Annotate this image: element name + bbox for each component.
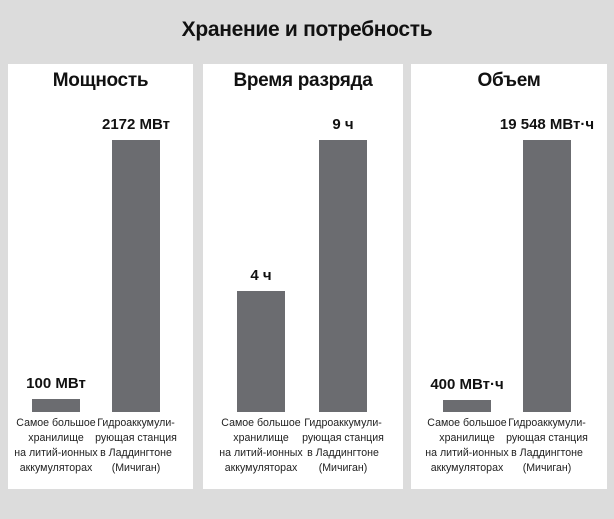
chart-panel-1: Мощность 100 МВт Самое большое хранилище н… [8,64,193,489]
category-label: Самое большое хранилище на литий-ионных … [14,417,98,474]
panel-title: Мощность [52,70,149,91]
category-label: Самое большое хранилище на литий-ионных … [425,417,509,474]
chart-title: Хранение и потребность [181,18,433,41]
data-label: 100 МВт [26,375,86,393]
category-label: Гидроаккумули- рующая станция в Ладдингт… [302,417,384,474]
bar-1 [32,399,80,412]
data-label: 2172 МВт [101,116,170,133]
data-label: 19 548 МВт·ч [499,116,595,133]
bar-1 [237,291,285,412]
category-label: Самое большое хранилище на литий-ионных … [219,417,303,474]
bar-2 [319,140,367,412]
category-label: Гидроаккумули- рующая станция в Ладдингт… [95,417,177,474]
chart-panel-3: Объем 400 МВт·ч Самое большое хранилище на… [411,64,607,489]
bar-2 [523,140,571,412]
data-label: 9 ч [332,116,354,133]
data-label: 4 ч [250,267,272,285]
bar-2 [112,140,160,412]
panel-title: Объем [477,70,541,91]
panel-title: Время разряда [233,70,373,91]
category-label: Гидроаккумули- рующая станция в Ладдингт… [506,417,588,474]
data-label: 400 МВт·ч [430,376,504,393]
bar-1 [443,400,491,412]
chart-panel-2: Время разряда 4 ч Самое большое хранилище … [203,64,403,489]
